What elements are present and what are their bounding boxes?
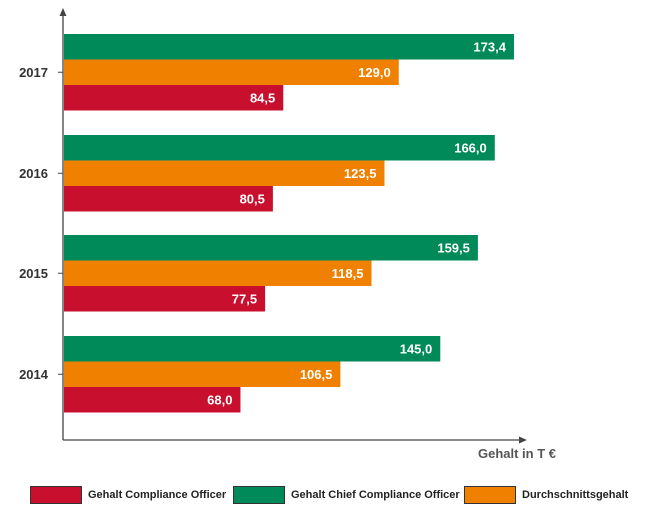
y-tick-labels: 2017 2016 2015 2014 [19, 65, 63, 382]
bar [64, 34, 514, 60]
bar [64, 59, 399, 85]
bar-value-label: 159,5 [437, 240, 470, 255]
legend-label: Durchschnittsgehalt [522, 489, 629, 501]
bars: 173,4 129,0 84,5 166,0 123,5 80,5 159,5 118,5 77… [64, 34, 514, 413]
y-tick-label: 2016 [19, 166, 48, 181]
bar [64, 135, 495, 161]
bar-value-label: 129,0 [358, 65, 391, 80]
bar [64, 361, 341, 387]
x-axis-title: Gehalt in T € [478, 446, 556, 461]
legend-swatch-compliance-officer [30, 486, 82, 504]
bar [64, 85, 284, 111]
x-axis-arrow [519, 436, 527, 444]
bar-value-label: 80,5 [240, 191, 265, 206]
y-tick-label: 2014 [19, 367, 49, 382]
bar [64, 260, 372, 286]
bar [64, 336, 441, 362]
bar-chart: 173,4 129,0 84,5 166,0 123,5 80,5 159,5 118,5 77… [19, 8, 556, 461]
legend-label: Gehalt Compliance Officer [88, 489, 227, 501]
legend-label: Gehalt Chief Compliance Officer [291, 489, 460, 501]
bar-value-label: 173,4 [473, 39, 506, 54]
bar [64, 387, 241, 413]
bar [64, 160, 385, 186]
bar-value-label: 123,5 [344, 166, 377, 181]
legend: Gehalt Compliance Officer Gehalt Chief C… [0, 480, 650, 510]
y-tick-label: 2015 [19, 266, 48, 281]
y-tick-label: 2017 [19, 65, 48, 80]
bar-value-label: 84,5 [250, 90, 275, 105]
bar-value-label: 68,0 [207, 392, 232, 407]
bar [64, 186, 273, 212]
legend-item-chief-compliance-officer: Gehalt Chief Compliance Officer [233, 486, 460, 504]
bar-value-label: 145,0 [400, 341, 433, 356]
bar-value-label: 77,5 [232, 291, 257, 306]
bar [64, 286, 266, 312]
bar-value-label: 166,0 [454, 140, 487, 155]
bar-value-label: 118,5 [332, 266, 364, 281]
legend-swatch-chief-compliance-officer [233, 486, 285, 504]
bar-value-label: 106,5 [300, 367, 333, 382]
legend-swatch-durchschnittsgehalt [464, 486, 516, 504]
axes [59, 8, 527, 444]
bar [64, 235, 478, 261]
legend-item-durchschnittsgehalt: Durchschnittsgehalt [464, 486, 628, 504]
y-axis-arrow [59, 8, 67, 16]
legend-item-compliance-officer: Gehalt Compliance Officer [30, 486, 226, 504]
